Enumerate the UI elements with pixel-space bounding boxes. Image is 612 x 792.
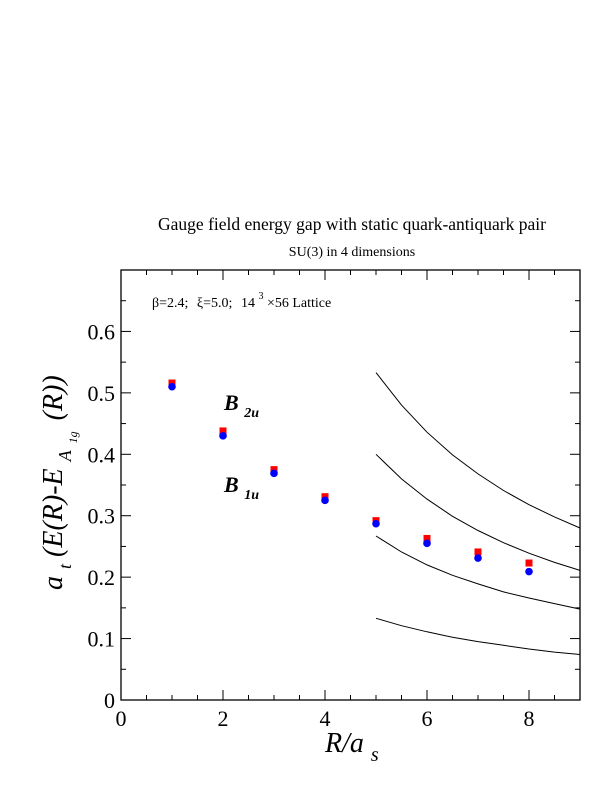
y-tick-label: 0	[104, 688, 115, 713]
y-axis-label-A: A	[55, 449, 75, 462]
x-tick-label: 6	[422, 706, 433, 731]
x-tick-label: 2	[218, 706, 229, 731]
plot-frame	[120, 269, 581, 701]
theory-curve-2	[375, 453, 581, 571]
lattice-base: 14	[241, 296, 255, 311]
curve-layer	[375, 372, 581, 655]
y-tick-label: 0.1	[88, 627, 116, 652]
legend-b1u-name: B	[223, 472, 239, 497]
point-b1u	[219, 432, 227, 440]
x-axis-label-sub: s	[371, 744, 379, 766]
x-axis-label-main: R/a	[324, 728, 364, 759]
legend-label-b2u: B 2u	[223, 390, 259, 421]
x-tick-label: 4	[320, 706, 331, 731]
x-axis-label: R/a s	[324, 728, 379, 766]
point-b1u	[168, 382, 176, 391]
legend-b1u-sub: 1u	[244, 488, 259, 503]
chart-title: Gauge field energy gap with static quark…	[158, 214, 546, 234]
point-b1u	[525, 567, 533, 576]
y-axis-label: a t (E(R)-E A 1g (R))	[38, 375, 84, 590]
y-tick-label: 0.6	[88, 319, 116, 344]
x-tick-label: 0	[116, 706, 127, 731]
y-tick-label: 0.2	[88, 565, 116, 590]
lattice-exponent: 3	[258, 291, 263, 302]
y-tick-label: 0.5	[88, 381, 116, 406]
beta-value: β=2.4;	[152, 296, 188, 311]
y-axis: 0 0.1 0.2 0.3 0.4 0.5 0.6	[88, 269, 580, 713]
y-axis-label-a: a	[38, 576, 69, 590]
marker-layer	[168, 379, 533, 576]
x-tick-label: 8	[524, 706, 535, 731]
xi-value: ξ=5.0;	[197, 296, 233, 311]
y-axis-label-mid: (E(R)-E	[38, 468, 69, 557]
y-axis-label-end: (R))	[38, 375, 69, 420]
point-b1u	[474, 554, 482, 562]
lattice-size: ×56 Lattice	[267, 296, 331, 311]
legend-b2u-sub: 2u	[243, 406, 259, 421]
point-b1u	[321, 496, 329, 505]
y-tick-label: 0.4	[88, 442, 116, 467]
point-b1u	[270, 469, 278, 478]
legend-label-b1u: B 1u	[223, 472, 259, 503]
legend-b2u-name: B	[223, 390, 239, 415]
theory-curve-3	[375, 535, 581, 610]
point-b2u	[474, 548, 482, 556]
y-axis-label-1g: 1g	[66, 431, 80, 443]
theory-curve-1	[375, 372, 581, 529]
point-b1u	[423, 539, 431, 548]
y-axis-label-t: t	[55, 563, 75, 569]
point-b2u	[423, 534, 431, 542]
y-tick-label: 0.3	[88, 504, 116, 529]
lattice-annotation: β=2.4; ξ=5.0; 14 3 ×56 Lattice	[152, 288, 331, 311]
point-b2u	[219, 427, 227, 435]
x-axis: 0 2 4 6 8	[116, 270, 581, 731]
point-b2u	[525, 559, 533, 567]
theory-curve-4	[375, 617, 581, 655]
point-b1u	[372, 519, 380, 528]
chart-subtitle: SU(3) in 4 dimensions	[289, 245, 415, 260]
